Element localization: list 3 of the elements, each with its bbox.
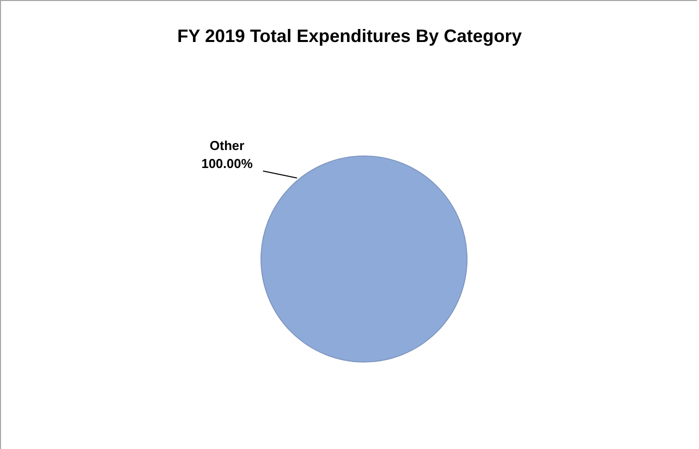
chart-title: FY 2019 Total Expenditures By Category	[177, 26, 522, 46]
data-label: 100.00%	[201, 156, 254, 171]
slice-label: Other	[210, 138, 244, 153]
